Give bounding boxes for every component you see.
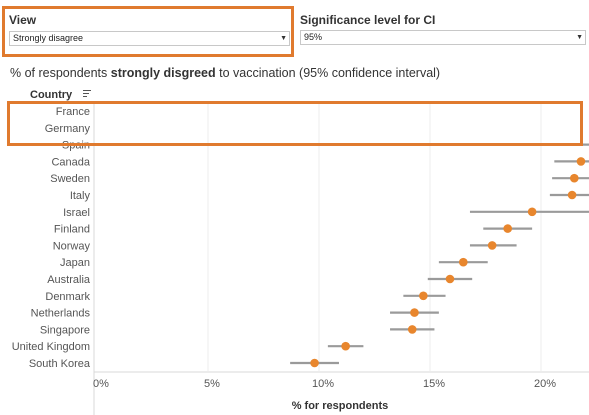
chart-title: % of respondents strongly disgreed to va… (10, 66, 440, 80)
ci-dropdown-value: 95% (304, 32, 323, 42)
country-label: Finland (54, 224, 90, 236)
data-point (341, 341, 350, 351)
country-label: Sweden (50, 173, 90, 185)
data-point (576, 157, 586, 166)
country-label: Denmark (45, 291, 90, 303)
data-point (487, 241, 497, 250)
x-tick-label: 20% (534, 378, 556, 390)
country-highlight-box (7, 101, 583, 146)
country-label: South Korea (29, 358, 91, 370)
data-point (570, 173, 579, 183)
x-tick-label: 10% (312, 378, 334, 390)
data-point (503, 224, 512, 233)
x-tick-label: 0% (93, 378, 109, 390)
country-label: Singapore (40, 324, 90, 336)
chevron-down-icon[interactable]: ▼ (280, 35, 287, 42)
view-highlight-box (2, 6, 294, 57)
country-label: Canada (51, 156, 90, 168)
title-emphasis: strongly disgreed (110, 66, 216, 80)
view-dropdown[interactable]: Strongly disagree ▼ (9, 31, 290, 46)
sort-descending-icon[interactable] (83, 90, 91, 98)
chevron-down-icon[interactable]: ▼ (576, 34, 583, 41)
ci-label: Significance level for CI (300, 13, 436, 27)
country-label: United Kingdom (12, 341, 90, 353)
view-dropdown-value: Strongly disagree (13, 33, 84, 43)
data-point (310, 358, 319, 368)
data-point (445, 274, 455, 284)
country-label: Australia (47, 274, 91, 286)
country-label: Israel (63, 207, 90, 219)
x-tick-label: 5% (204, 378, 220, 390)
data-point (419, 291, 428, 301)
x-tick-label: 15% (423, 378, 445, 390)
data-point (527, 207, 537, 217)
country-label: Japan (60, 257, 90, 269)
data-point (567, 190, 577, 200)
data-point (407, 325, 417, 334)
data-point (410, 308, 419, 317)
ci-dropdown[interactable]: 95% ▼ (300, 30, 586, 45)
country-header[interactable]: Country (30, 89, 73, 101)
country-label: Norway (53, 240, 91, 252)
data-point (459, 257, 468, 267)
view-label: View (9, 13, 37, 27)
country-label: Germany (45, 123, 91, 135)
country-label: Netherlands (31, 308, 91, 320)
x-axis-title: % for respondents (292, 400, 389, 412)
title-prefix: % of respondents (10, 66, 111, 80)
country-label: France (56, 106, 90, 118)
country-label: Italy (70, 190, 91, 202)
title-suffix: to vaccination (95% confidence interval) (215, 66, 441, 80)
